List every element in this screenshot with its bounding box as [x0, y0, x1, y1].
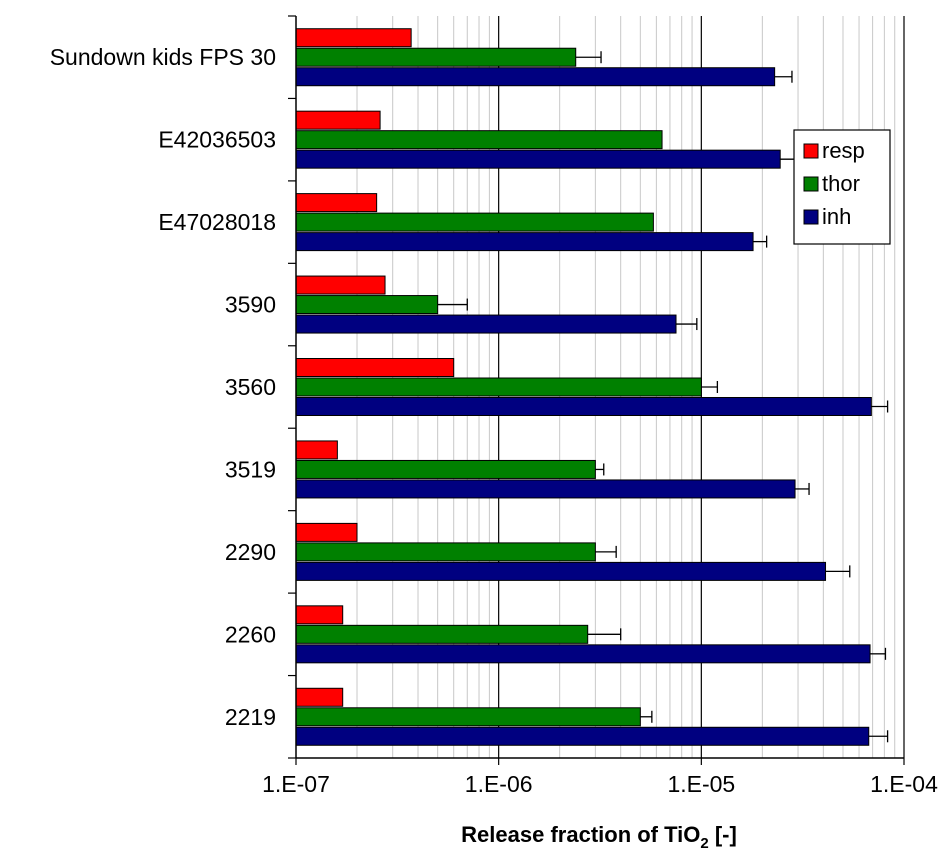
category-label: 3519	[225, 456, 276, 482]
category-label: 2260	[225, 621, 276, 647]
bar-thor	[296, 296, 438, 314]
bar-inh	[296, 562, 826, 580]
bar-resp	[296, 29, 411, 47]
legend-swatch-thor	[804, 177, 818, 191]
category-label: 2219	[225, 704, 276, 730]
bar-inh	[296, 398, 871, 416]
x-axis-title-suffix: [-]	[709, 822, 737, 847]
category-label: 3590	[225, 292, 276, 318]
legend-label-resp: resp	[822, 138, 865, 163]
x-axis-title-subscript: 2	[700, 835, 708, 852]
bar-thor	[296, 625, 588, 643]
x-tick-label: 1.E-06	[465, 771, 533, 797]
x-tick-label: 1.E-07	[262, 771, 330, 797]
bar-resp	[296, 359, 454, 377]
legend: resp thor inh	[794, 130, 890, 244]
bar-thor	[296, 460, 595, 478]
bar-thor	[296, 378, 701, 396]
bar-inh	[296, 150, 780, 168]
bar-resp	[296, 194, 377, 212]
legend-label-thor: thor	[822, 171, 860, 196]
bar-thor	[296, 213, 653, 231]
x-tick-label: 1.E-04	[870, 771, 938, 797]
bar-resp	[296, 523, 357, 541]
bar-inh	[296, 645, 870, 663]
bar-inh	[296, 233, 753, 251]
category-label: E42036503	[158, 127, 276, 153]
x-axis-title: Release fraction of TiO2 [-]	[461, 822, 737, 852]
legend-swatch-inh	[804, 210, 818, 224]
category-label: 3560	[225, 374, 276, 400]
bar-thor	[296, 708, 640, 726]
bar-inh	[296, 315, 676, 333]
x-axis-title-main: Release fraction of TiO	[461, 822, 700, 847]
bar-resp	[296, 606, 343, 624]
bar-inh	[296, 68, 775, 86]
bar-thor	[296, 543, 595, 561]
bar-resp	[296, 688, 343, 706]
bar-inh	[296, 727, 869, 745]
bar-resp	[296, 111, 380, 129]
bar-thor	[296, 131, 662, 149]
bar-resp	[296, 276, 385, 294]
x-tick-label: 1.E-05	[667, 771, 735, 797]
legend-swatch-resp	[804, 144, 818, 158]
category-label: 2290	[225, 539, 276, 565]
bar-resp	[296, 441, 337, 459]
category-label: Sundown kids FPS 30	[50, 44, 276, 70]
legend-label-inh: inh	[822, 204, 851, 229]
bar-inh	[296, 480, 795, 498]
category-label: E47028018	[158, 209, 276, 235]
bar-thor	[296, 48, 576, 66]
